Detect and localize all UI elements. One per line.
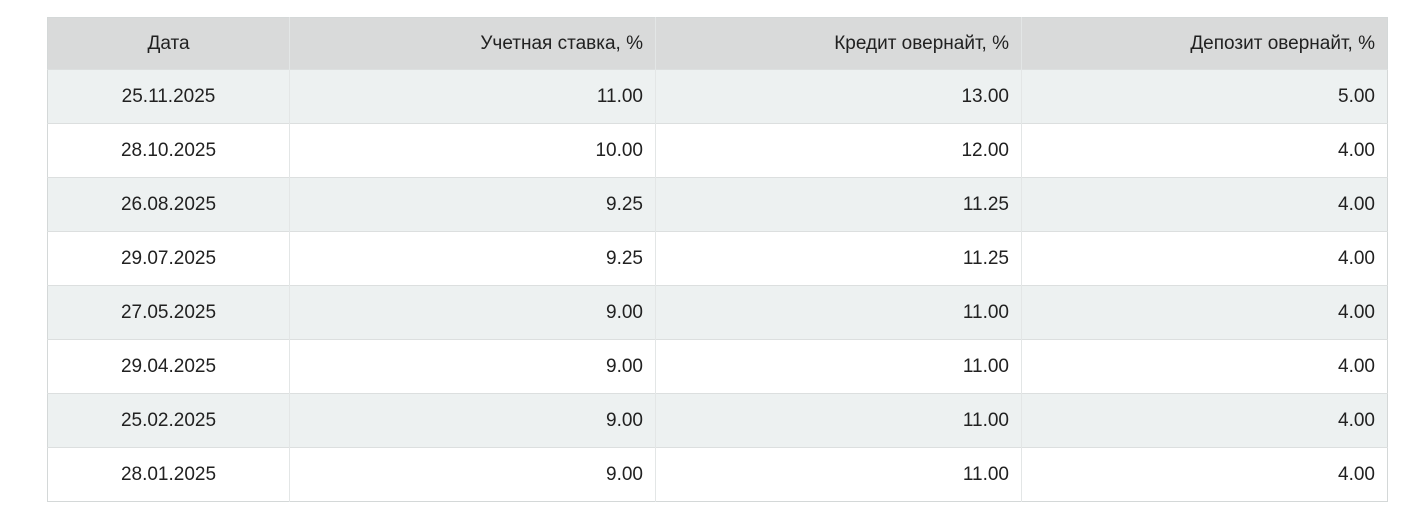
cell-discount-rate: 9.00 — [289, 393, 656, 448]
cell-overnight-credit: 11.25 — [655, 231, 1022, 286]
table-row: 29.07.2025 9.25 11.25 4.00 — [47, 231, 1388, 286]
cell-overnight-credit: 11.00 — [655, 447, 1022, 502]
cell-overnight-credit: 11.00 — [655, 285, 1022, 340]
table-row: 25.11.2025 11.00 13.00 5.00 — [47, 69, 1388, 124]
cell-discount-rate: 11.00 — [289, 69, 656, 124]
table-row: 28.10.2025 10.00 12.00 4.00 — [47, 123, 1388, 178]
table-row: 29.04.2025 9.00 11.00 4.00 — [47, 339, 1388, 394]
cell-overnight-credit: 11.00 — [655, 339, 1022, 394]
table-row: 26.08.2025 9.25 11.25 4.00 — [47, 177, 1388, 232]
cell-overnight-deposit: 4.00 — [1021, 231, 1388, 286]
cell-date: 25.02.2025 — [47, 393, 290, 448]
cell-overnight-deposit: 4.00 — [1021, 177, 1388, 232]
cell-overnight-credit: 11.00 — [655, 393, 1022, 448]
cell-discount-rate: 9.25 — [289, 177, 656, 232]
cell-discount-rate: 9.25 — [289, 231, 656, 286]
cell-discount-rate: 9.00 — [289, 339, 656, 394]
cell-date: 29.07.2025 — [47, 231, 290, 286]
cell-date: 28.01.2025 — [47, 447, 290, 502]
cell-overnight-deposit: 4.00 — [1021, 447, 1388, 502]
cell-discount-rate: 10.00 — [289, 123, 656, 178]
rates-table: Дата Учетная ставка, % Кредит овернайт, % Д… — [47, 17, 1388, 502]
cell-overnight-deposit: 4.00 — [1021, 339, 1388, 394]
cell-overnight-credit: 12.00 — [655, 123, 1022, 178]
cell-overnight-deposit: 4.00 — [1021, 123, 1388, 178]
cell-overnight-deposit: 5.00 — [1021, 69, 1388, 124]
column-header-overnight-credit: Кредит овернайт, % — [655, 17, 1022, 70]
table-header-row: Дата Учетная ставка, % Кредит овернайт, % Д… — [47, 17, 1388, 70]
column-header-discount-rate: Учетная ставка, % — [289, 17, 656, 70]
cell-date: 28.10.2025 — [47, 123, 290, 178]
table-row: 28.01.2025 9.00 11.00 4.00 — [47, 447, 1388, 502]
column-header-date: Дата — [47, 17, 290, 70]
cell-date: 26.08.2025 — [47, 177, 290, 232]
cell-date: 25.11.2025 — [47, 69, 290, 124]
table-body: 25.11.2025 11.00 13.00 5.00 28.10.2025 10.00 1… — [47, 69, 1388, 502]
cell-discount-rate: 9.00 — [289, 285, 656, 340]
cell-overnight-credit: 11.25 — [655, 177, 1022, 232]
cell-overnight-deposit: 4.00 — [1021, 285, 1388, 340]
table-row: 25.02.2025 9.00 11.00 4.00 — [47, 393, 1388, 448]
table-header: Дата Учетная ставка, % Кредит овернайт, % Д… — [47, 17, 1388, 70]
cell-date: 29.04.2025 — [47, 339, 290, 394]
cell-overnight-credit: 13.00 — [655, 69, 1022, 124]
cell-overnight-deposit: 4.00 — [1021, 393, 1388, 448]
table-row: 27.05.2025 9.00 11.00 4.00 — [47, 285, 1388, 340]
cell-discount-rate: 9.00 — [289, 447, 656, 502]
column-header-overnight-deposit: Депозит овернайт, % — [1021, 17, 1388, 70]
cell-date: 27.05.2025 — [47, 285, 290, 340]
